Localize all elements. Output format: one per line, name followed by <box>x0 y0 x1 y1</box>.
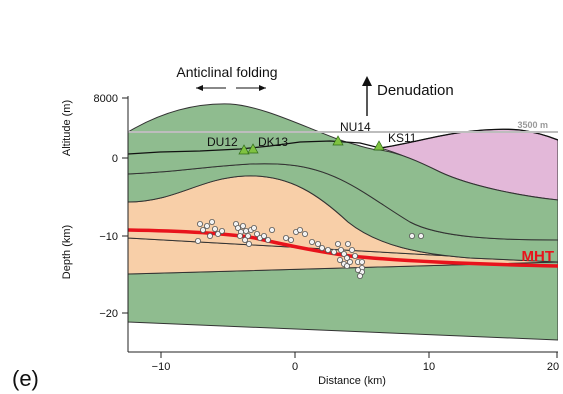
earthquake-marker <box>344 240 351 247</box>
earthquake-marker <box>253 230 260 237</box>
earthquake-marker <box>287 236 294 243</box>
altitude-tick-label: 0 <box>112 153 118 165</box>
station-marker-icon <box>247 143 259 154</box>
reference-line-label: 3500 m <box>517 120 548 130</box>
depth-tick-label: −20 <box>99 308 118 320</box>
earthquake-marker <box>196 220 203 227</box>
earthquake-marker <box>343 254 350 261</box>
station-label: KS11 <box>388 131 417 145</box>
earthquake-marker <box>417 232 424 239</box>
upper-green-layer <box>128 103 558 241</box>
x-tick-label: −10 <box>152 361 171 373</box>
station-label: NU14 <box>340 120 371 134</box>
earthquake-marker <box>351 252 358 259</box>
earthquake-markers <box>194 218 424 279</box>
earthquake-marker <box>358 258 365 265</box>
lower-green-layer <box>128 261 558 341</box>
earthquake-marker <box>208 218 215 225</box>
station-label: DU12 <box>207 135 238 149</box>
axes <box>122 96 558 358</box>
earthquake-marker <box>354 266 361 273</box>
earthquake-marker <box>214 230 221 237</box>
earthquake-marker <box>348 246 355 253</box>
earthquake-marker <box>244 232 251 239</box>
x-tick-label: 20 <box>547 361 559 373</box>
mht-fault-line <box>128 228 558 268</box>
earthquake-marker <box>236 232 243 239</box>
earthquake-marker <box>343 262 350 269</box>
earthquake-marker <box>242 227 249 234</box>
altitude-axis-title: Altitude (m) <box>61 100 73 156</box>
earthquake-marker <box>260 232 267 239</box>
station-marker-icon <box>373 140 385 151</box>
earthquake-marker <box>268 226 275 233</box>
x-tick-label: 10 <box>423 361 435 373</box>
up-arrow-icon <box>362 76 372 116</box>
earthquake-marker <box>324 246 331 253</box>
earthquake-marker <box>314 240 321 247</box>
earthquake-marker <box>356 272 363 279</box>
mht-label: MHT <box>522 248 555 265</box>
stations: DU12 DK13 NU14 KS11 <box>207 120 417 155</box>
earthquake-marker <box>340 250 347 257</box>
denudation-label: Denudation <box>377 82 454 99</box>
earthquake-marker <box>408 232 415 239</box>
depth-axis-title: Depth (km) <box>61 225 73 279</box>
earthquake-marker <box>308 238 315 245</box>
earthquake-marker <box>203 222 210 229</box>
section-layers <box>128 103 558 341</box>
earthquake-marker <box>234 224 241 231</box>
altitude-tick-label: 8000 <box>94 93 118 105</box>
earthquake-marker <box>296 226 303 233</box>
earthquake-marker <box>250 224 257 231</box>
earthquake-marker <box>241 236 248 243</box>
x-axis-title: Distance (km) <box>318 375 386 387</box>
earthquake-marker <box>218 227 225 234</box>
earthquake-marker <box>318 244 325 251</box>
earthquake-marker <box>199 226 206 233</box>
earthquake-marker <box>330 248 337 255</box>
earthquake-marker <box>334 240 341 247</box>
earthquake-marker <box>239 222 246 229</box>
earthquake-marker <box>346 258 353 265</box>
depth-tick-label: −10 <box>99 231 118 243</box>
panel-label: (e) <box>12 366 39 391</box>
earthquake-marker <box>337 246 344 253</box>
x-tick-label: 0 <box>292 361 298 373</box>
earthquake-marker <box>206 232 213 239</box>
earthquake-marker <box>211 225 218 232</box>
earthquake-marker <box>264 236 271 243</box>
earthquake-marker <box>282 234 289 241</box>
station-marker-icon <box>332 135 344 146</box>
earthquake-marker <box>194 237 201 244</box>
station-marker-icon <box>238 144 250 155</box>
station-label: DK13 <box>258 135 288 149</box>
earthquake-marker <box>336 256 343 263</box>
anticlinal-folding-label: Anticlinal folding <box>176 64 277 80</box>
earthquake-marker <box>301 230 308 237</box>
double-arrow-icon <box>196 85 266 91</box>
earthquake-marker <box>245 240 252 247</box>
